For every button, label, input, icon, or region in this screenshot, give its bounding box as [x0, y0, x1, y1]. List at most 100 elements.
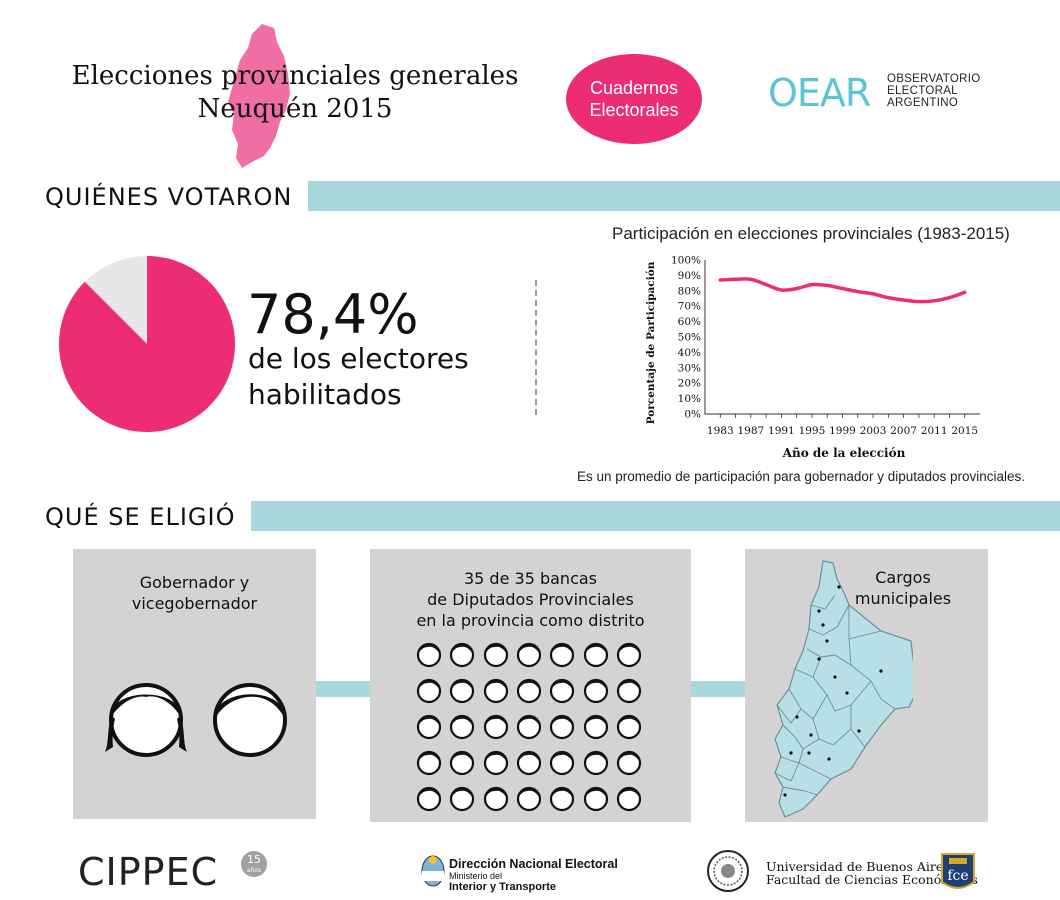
box-municipal: Cargos municipales: [745, 549, 988, 822]
connector-2: [691, 681, 745, 697]
seat-icon: [415, 676, 443, 708]
chart-xtick-label: 2015: [951, 425, 978, 437]
seat-icon: [482, 676, 510, 708]
seat-icon: [615, 676, 643, 708]
seat-icon: [448, 676, 476, 708]
fce-logo: fce: [941, 853, 975, 889]
chart-ytick-label: 10%: [678, 393, 701, 405]
chart-ytick-label: 50%: [678, 332, 701, 344]
oear-line-1: OBSERVATORIO: [887, 73, 981, 85]
box-deputies: 35 de 35 bancas de Diputados Provinciale…: [370, 549, 691, 822]
chart-xlabel: Año de la elección: [782, 446, 906, 460]
connector-1: [316, 681, 370, 697]
governor-face-icon: [105, 683, 187, 757]
chart-ytick-label: 40%: [678, 347, 701, 359]
seat-icon: [448, 712, 476, 744]
seat-icon: [448, 640, 476, 672]
section-bar-elected: QUÉ SE ELIGIÓ: [0, 501, 1060, 531]
oear-logo-mark: OEAR: [768, 72, 871, 112]
participation-pie: [58, 256, 235, 432]
uba-line-2: Facultad de Ciencias Económicas: [766, 872, 978, 887]
participation-caption-1: de los electores: [248, 342, 469, 375]
box-deputies-line-3: en la provincia como distrito: [416, 611, 645, 630]
box-governor: Gobernador y vicegobernador: [73, 549, 316, 819]
argentina-shield-icon: [421, 855, 445, 887]
seat-icon: [615, 784, 643, 816]
chart-ytick-label: 30%: [678, 362, 701, 374]
seat-icon: [515, 712, 543, 744]
section-bar-votes: QUIÉNES VOTARON: [0, 181, 1060, 211]
seat-icon: [548, 748, 576, 780]
chart-xtick-label: 1987: [737, 425, 764, 437]
seat-icon: [615, 712, 643, 744]
section-heading-elected: QUÉ SE ELIGIÓ: [0, 501, 252, 531]
oear-text: OBSERVATORIO ELECTORAL ARGENTINO: [887, 73, 981, 109]
seat-icon: [482, 640, 510, 672]
seat-icon: [582, 676, 610, 708]
dashed-divider: [535, 280, 537, 415]
fce-logo-mark: fce: [947, 868, 968, 884]
cippec-logo-text: CIPPEC: [78, 850, 219, 894]
cippec-15-badge: 15 años: [241, 851, 267, 877]
seat-icon: [582, 640, 610, 672]
neuquen-departments-map: [774, 560, 913, 818]
box-municipal-line-2: municipales: [854, 589, 952, 608]
chart-ytick-label: 20%: [678, 378, 701, 390]
box-deputies-line-1: 35 de 35 bancas: [463, 569, 597, 588]
pie-participation-slice: [58, 256, 235, 432]
seat-icon: [515, 676, 543, 708]
participation-line-chart: 0% 10% 20% 30% 40% 50% 60% 70% 80% 90% 100% 1983 198…: [645, 255, 980, 460]
box-governor-line-2: vicegobernador: [131, 594, 258, 613]
dne-ministry-line-2: Interior y Transporte: [449, 881, 556, 893]
chart-ytick-label: 100%: [671, 255, 701, 267]
seat-icon: [448, 784, 476, 816]
participation-percent: 78,4%: [247, 283, 419, 346]
dne-title: Dirección Nacional Electoral: [449, 857, 618, 871]
title-line-1: Elecciones provinciales generales: [71, 61, 519, 91]
uba-seal-icon: [707, 850, 749, 892]
title-line-2: Neuquén 2015: [197, 94, 393, 124]
box-municipal-line-1: Cargos: [875, 568, 931, 587]
seat-icon: [515, 784, 543, 816]
badge-line-2: Electorales: [589, 100, 679, 120]
chart-axes: [704, 260, 980, 415]
vicegovernor-face-icon: [213, 683, 287, 757]
cippec-badge-number: 15: [247, 853, 261, 866]
uba-text: Universidad de Buenos Aires Facultad de …: [766, 860, 978, 886]
chart-ytick-label: 90%: [678, 270, 701, 282]
box-deputies-line-2: de Diputados Provinciales: [427, 590, 634, 609]
seat-icon: [482, 712, 510, 744]
chart-ytick-label: 60%: [678, 316, 701, 328]
chart-xtick-label: 1999: [829, 425, 856, 437]
box-municipal-text: Cargos municipales: [843, 567, 963, 609]
chart-xtick-label: 2003: [860, 425, 887, 437]
chart-ylabel: Porcentaje de Participación: [645, 261, 657, 424]
seat-icon: [548, 784, 576, 816]
oear-line-3: ARGENTINO: [887, 97, 959, 109]
box-governor-text: Gobernador y vicegobernador: [73, 572, 316, 614]
chart-xtick-label: 1991: [768, 425, 795, 437]
seat-icon: [482, 748, 510, 780]
seat-icon: [482, 784, 510, 816]
page-title: Elecciones provinciales generales Neuqué…: [60, 60, 530, 126]
seat-icon: [415, 748, 443, 780]
seat-icon: [582, 784, 610, 816]
cuadernos-badge: Cuadernos Electorales: [566, 54, 702, 144]
chart-xtick-label: 1995: [799, 425, 826, 437]
chart-series-line: [718, 277, 967, 304]
participation-caption-2: habilitados: [248, 378, 402, 411]
seat-icon: [615, 640, 643, 672]
chart-ytick-label: 70%: [678, 301, 701, 313]
seat-icon: [582, 712, 610, 744]
seat-icon: [615, 748, 643, 780]
oear-line-2: ELECTORAL: [887, 85, 958, 97]
badge-line-1: Cuadernos: [589, 78, 679, 98]
seat-icon: [548, 640, 576, 672]
chart-xtick-label: 2007: [890, 425, 917, 437]
dne-ministry-line-1: Ministerio del: [449, 871, 503, 881]
seat-icon: [548, 676, 576, 708]
box-governor-line-1: Gobernador y: [139, 573, 250, 592]
seat-icon: [415, 640, 443, 672]
chart-xtick-label: 1983: [707, 425, 734, 437]
seat-icon: [582, 748, 610, 780]
